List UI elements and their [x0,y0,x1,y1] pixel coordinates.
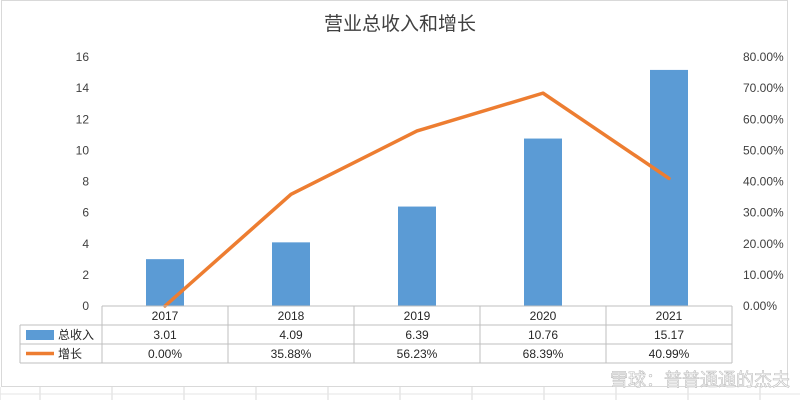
line-value-label: 35.88% [271,347,312,361]
bar-value-label: 4.09 [279,328,303,342]
left-axis-tick-label: 4 [82,237,89,251]
bar-value-label: 3.01 [153,328,177,342]
left-axis-tick-label: 2 [82,268,89,282]
line-value-label: 40.99% [649,347,690,361]
left-axis-tick-label: 0 [82,299,89,313]
right-axis-tick-label: 80.00% [743,50,784,64]
right-axis-tick-label: 20.00% [743,237,784,251]
bar [398,206,436,306]
left-axis-tick-label: 6 [82,206,89,220]
watermark-text: 雪球：普普通通的杰夫 [610,370,790,391]
right-axis-tick-label: 0.00% [743,299,777,313]
legend-key-bar [26,330,54,340]
category-label: 2017 [152,309,179,323]
legend-label-line: 增长 [58,347,82,361]
category-label: 2020 [530,309,557,323]
bar [524,138,562,306]
bar [650,69,688,307]
growth-line [163,91,671,308]
bar-value-label: 10.76 [528,328,558,342]
left-axis-tick-label: 12 [76,112,90,126]
legend-label-bar: 总收入 [58,328,94,342]
right-axis-tick-label: 10.00% [743,268,784,282]
left-axis-tick-label: 10 [76,143,90,157]
right-axis-tick-label: 40.00% [743,175,784,189]
left-axis-tick-label: 8 [82,175,89,189]
left-y-axis: 0 2 4 6 8 10 12 14 16 [76,50,90,313]
bar [272,242,310,306]
right-y-axis: 0.00% 10.00% 20.00% 30.00% 40.00% 50.00% 60.00… [743,50,784,313]
revenue-bars [146,69,688,307]
bar [146,259,184,306]
left-axis-tick-label: 14 [76,81,90,95]
right-axis-tick-label: 30.00% [743,206,784,220]
chart-title: 营业总收入和增长 [324,13,476,35]
category-label: 2018 [278,309,305,323]
line-value-label: 0.00% [148,347,182,361]
spreadsheet-gridlines [0,387,800,400]
category-label: 2019 [404,309,431,323]
category-label: 2021 [656,309,683,323]
line-value-label: 68.39% [523,347,564,361]
line-value-label: 56.23% [397,347,438,361]
bar-value-label: 6.39 [405,328,429,342]
right-axis-tick-label: 50.00% [743,143,784,157]
right-axis-tick-label: 60.00% [743,112,784,126]
right-axis-tick-label: 70.00% [743,81,784,95]
bar-value-label: 15.17 [654,328,684,342]
left-axis-tick-label: 16 [76,50,90,64]
